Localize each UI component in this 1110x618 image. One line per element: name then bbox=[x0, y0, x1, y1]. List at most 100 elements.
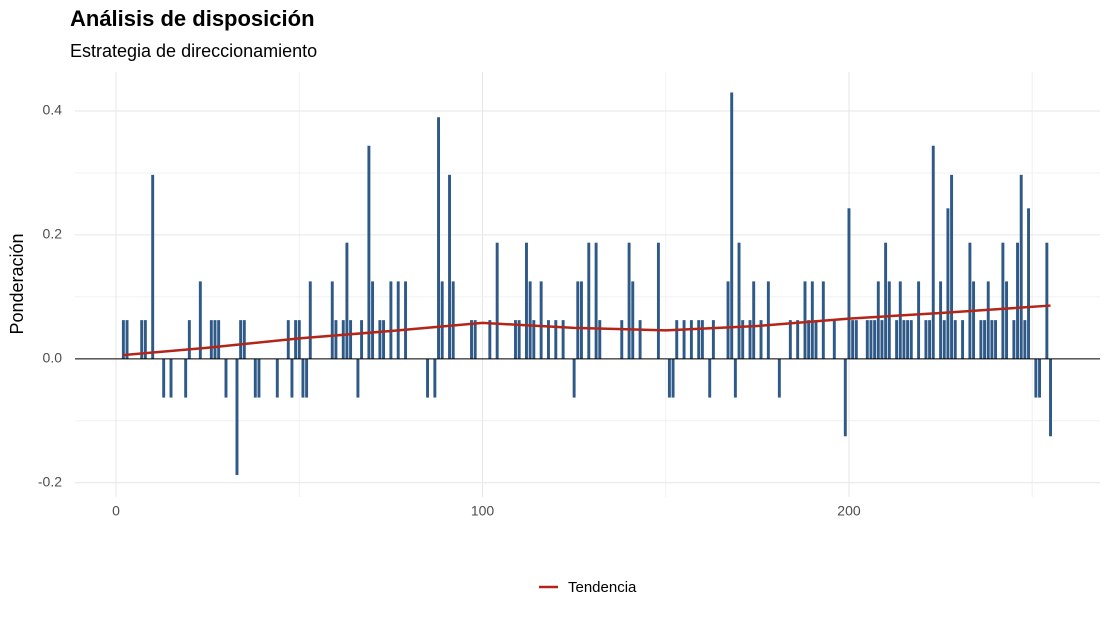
bar bbox=[1012, 320, 1016, 359]
bar bbox=[253, 358, 257, 398]
bar bbox=[554, 320, 558, 359]
bar bbox=[788, 320, 792, 359]
bar bbox=[224, 358, 228, 398]
bar bbox=[946, 208, 950, 359]
bar bbox=[909, 320, 913, 359]
chart-subtitle: Estrategia de direccionamiento bbox=[70, 41, 317, 61]
y-tick-label: -0.2 bbox=[38, 473, 62, 489]
bar bbox=[796, 320, 800, 359]
bar bbox=[396, 281, 400, 359]
bar bbox=[752, 281, 756, 359]
bar bbox=[986, 281, 990, 359]
bar bbox=[675, 320, 679, 359]
bar bbox=[525, 242, 528, 359]
y-axis-label: Ponderación bbox=[7, 233, 27, 334]
bar bbox=[235, 358, 239, 476]
bar bbox=[305, 358, 309, 398]
bar bbox=[682, 320, 686, 359]
bar bbox=[1001, 242, 1005, 359]
bar bbox=[547, 320, 550, 359]
bar bbox=[488, 320, 492, 359]
bar bbox=[917, 281, 921, 359]
bar bbox=[902, 320, 906, 359]
bar bbox=[184, 358, 188, 398]
bar bbox=[382, 320, 386, 359]
bar bbox=[884, 242, 888, 359]
bar bbox=[1045, 242, 1049, 359]
bar bbox=[448, 174, 451, 359]
bar bbox=[961, 320, 965, 359]
bar bbox=[631, 281, 635, 359]
bar bbox=[994, 320, 998, 359]
bar bbox=[880, 320, 884, 359]
bar bbox=[576, 281, 580, 359]
trend-line bbox=[123, 304, 1051, 357]
bar bbox=[371, 281, 375, 359]
bar bbox=[440, 281, 444, 359]
bar bbox=[345, 242, 349, 359]
bar bbox=[931, 145, 935, 359]
bar bbox=[1016, 242, 1020, 359]
bar bbox=[656, 242, 660, 359]
bar bbox=[953, 320, 957, 359]
bar bbox=[341, 320, 345, 359]
bar bbox=[1027, 208, 1031, 359]
bar bbox=[514, 320, 517, 359]
bar bbox=[689, 320, 693, 359]
bar bbox=[561, 320, 565, 359]
bar bbox=[528, 281, 532, 359]
bar bbox=[539, 281, 543, 359]
bar bbox=[697, 320, 701, 359]
bar bbox=[928, 320, 932, 359]
bar bbox=[1023, 320, 1027, 359]
bar bbox=[843, 358, 847, 437]
bar bbox=[242, 320, 246, 359]
bar bbox=[275, 358, 279, 398]
bar bbox=[924, 320, 928, 359]
bar bbox=[1034, 358, 1038, 398]
bar bbox=[143, 320, 147, 359]
bar bbox=[854, 320, 858, 359]
bar bbox=[213, 320, 217, 359]
bar bbox=[620, 320, 624, 359]
bar bbox=[1005, 281, 1009, 359]
bar bbox=[708, 358, 712, 398]
bar bbox=[587, 242, 591, 359]
bar bbox=[308, 281, 312, 359]
bar bbox=[950, 174, 954, 359]
bar bbox=[532, 320, 536, 359]
bar bbox=[737, 242, 741, 359]
bar bbox=[726, 281, 730, 359]
bar bbox=[803, 281, 807, 359]
bar bbox=[169, 358, 173, 398]
bar bbox=[356, 358, 360, 398]
bar bbox=[437, 117, 440, 359]
bar bbox=[239, 320, 243, 359]
bar bbox=[598, 320, 602, 359]
bar bbox=[572, 358, 576, 398]
bar bbox=[334, 320, 338, 359]
bar bbox=[517, 320, 521, 359]
bar bbox=[810, 281, 814, 359]
bar bbox=[667, 358, 671, 398]
bar bbox=[847, 208, 851, 359]
bar bbox=[389, 281, 393, 359]
bar bbox=[330, 281, 334, 359]
bar bbox=[979, 320, 983, 359]
bar bbox=[939, 281, 943, 359]
bar bbox=[162, 358, 166, 398]
bar bbox=[349, 320, 353, 359]
bar bbox=[360, 320, 364, 359]
x-tick-label: 0 bbox=[112, 503, 120, 519]
chart-title: Análisis de disposición bbox=[70, 6, 315, 31]
bar bbox=[579, 281, 583, 359]
x-tick-label: 200 bbox=[837, 503, 861, 519]
bar bbox=[1019, 174, 1023, 359]
bar bbox=[741, 320, 745, 359]
y-tick-label: 0.4 bbox=[43, 102, 63, 118]
bar bbox=[473, 320, 477, 359]
bar bbox=[898, 281, 902, 359]
bar bbox=[1038, 358, 1041, 398]
